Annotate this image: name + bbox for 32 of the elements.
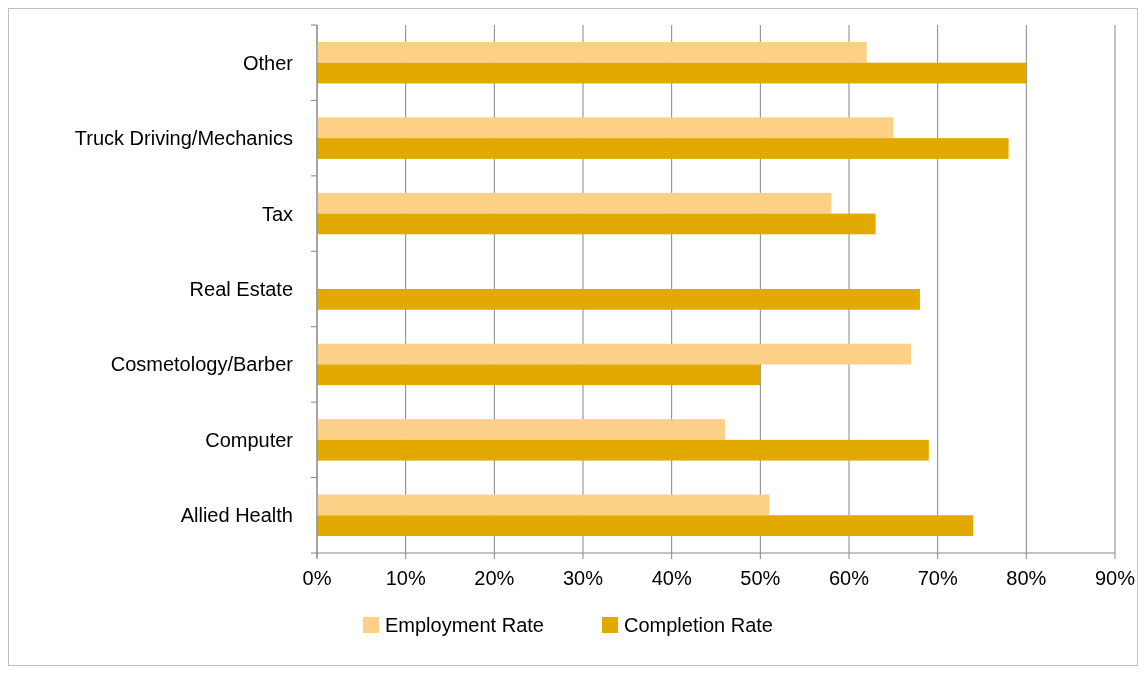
x-tick-label: 90% <box>1094 567 1136 589</box>
x-tick-label: 50% <box>740 567 781 589</box>
bar <box>317 494 770 516</box>
bar <box>317 41 867 63</box>
bar <box>317 213 876 235</box>
bar <box>317 515 974 537</box>
bar <box>317 62 1027 84</box>
x-tick-label: 60% <box>828 567 870 589</box>
bar <box>317 138 1009 159</box>
bar <box>317 419 725 440</box>
legend-label: Employment Rate <box>385 614 544 636</box>
x-tick-label: 20% <box>474 567 515 589</box>
x-tick-label: 10% <box>385 567 426 589</box>
bar <box>317 343 912 365</box>
x-tick-label: 30% <box>562 567 604 589</box>
bar <box>317 117 894 139</box>
bar <box>317 192 832 214</box>
y-tick-label: Other <box>242 51 294 74</box>
y-tick-label: Allied Health <box>180 504 293 527</box>
legend-label: Completion Rate <box>624 614 773 636</box>
bar <box>317 439 929 461</box>
y-tick-label: Truck Driving/Mechanics <box>74 127 293 150</box>
x-tick-label: 70% <box>917 567 958 589</box>
x-tick-label: 0% <box>302 567 332 589</box>
x-tick-label: 80% <box>1006 567 1047 589</box>
bar <box>317 289 920 310</box>
x-tick-label: 40% <box>651 567 692 589</box>
bar <box>317 364 761 386</box>
y-tick-label: Tax <box>261 202 293 225</box>
y-tick-label: Computer <box>205 428 294 451</box>
y-tick-label: Real Estate <box>189 278 293 300</box>
y-tick-label: Cosmetology/Barber <box>110 353 294 376</box>
